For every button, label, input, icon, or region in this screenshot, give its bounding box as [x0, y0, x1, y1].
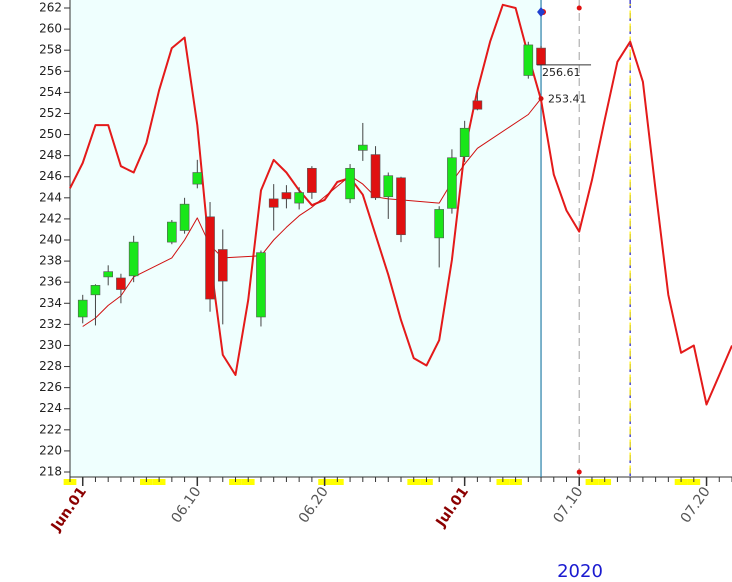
candle-body	[103, 271, 113, 278]
candle-body	[370, 154, 381, 199]
candle-body	[523, 44, 534, 76]
candle-body	[307, 167, 317, 193]
y-tick-label: 238	[39, 254, 62, 268]
candle-body	[192, 172, 203, 185]
close-label: 256.61	[542, 66, 581, 79]
y-tick-label: 234	[39, 296, 62, 310]
candle-body	[281, 192, 292, 200]
y-tick-label: 224	[39, 401, 62, 415]
candle-body	[383, 175, 394, 198]
candle-body	[536, 47, 546, 66]
candle-body	[447, 157, 457, 209]
candle-body	[116, 277, 126, 290]
y-tick-label: 246	[39, 169, 62, 183]
marker-dot	[576, 5, 582, 11]
candle-body	[256, 252, 266, 318]
candle-body	[472, 100, 483, 110]
candle-body	[205, 216, 215, 300]
y-tick-label: 226	[39, 380, 62, 394]
y-tick-label: 242	[39, 211, 62, 225]
y-tick-label: 244	[39, 190, 62, 204]
candle-body	[459, 127, 470, 157]
ma-label: 253.41	[548, 93, 587, 106]
candle-body	[179, 203, 190, 231]
candle-body	[77, 299, 88, 318]
y-tick-label: 220	[39, 443, 62, 457]
y-tick-label: 260	[39, 22, 62, 36]
y-tick-label: 232	[39, 317, 62, 331]
candle-body	[294, 192, 304, 204]
candle-body	[345, 167, 355, 200]
y-tick-label: 254	[39, 85, 62, 99]
candle-body	[358, 144, 368, 151]
y-tick-label: 240	[39, 233, 62, 247]
y-tick-label: 248	[39, 148, 62, 162]
wave-line	[69, 3, 732, 406]
candle-body	[396, 177, 406, 236]
marker-dot	[576, 469, 582, 475]
y-tick-label: 252	[39, 106, 62, 120]
candle-body	[167, 221, 177, 243]
y-tick-label: 250	[39, 127, 62, 141]
y-tick-label: 228	[39, 359, 62, 373]
y-tick-label: 256	[39, 64, 62, 78]
y-tick-label: 262	[39, 1, 62, 15]
year-label: 2020	[557, 561, 603, 582]
candle-body	[217, 249, 228, 282]
candle-body	[128, 241, 139, 277]
candle-body	[268, 198, 279, 208]
y-tick-label: 236	[39, 275, 62, 289]
y-tick-label: 230	[39, 338, 62, 352]
candle-body	[90, 285, 101, 296]
ma-dot	[538, 96, 544, 102]
y-tick-label: 258	[39, 43, 62, 57]
history-background	[70, 0, 542, 477]
y-tick-label: 218	[39, 465, 62, 479]
candle-body	[434, 209, 444, 239]
cursor-diamond	[537, 7, 546, 17]
y-tick-label: 222	[39, 422, 62, 436]
